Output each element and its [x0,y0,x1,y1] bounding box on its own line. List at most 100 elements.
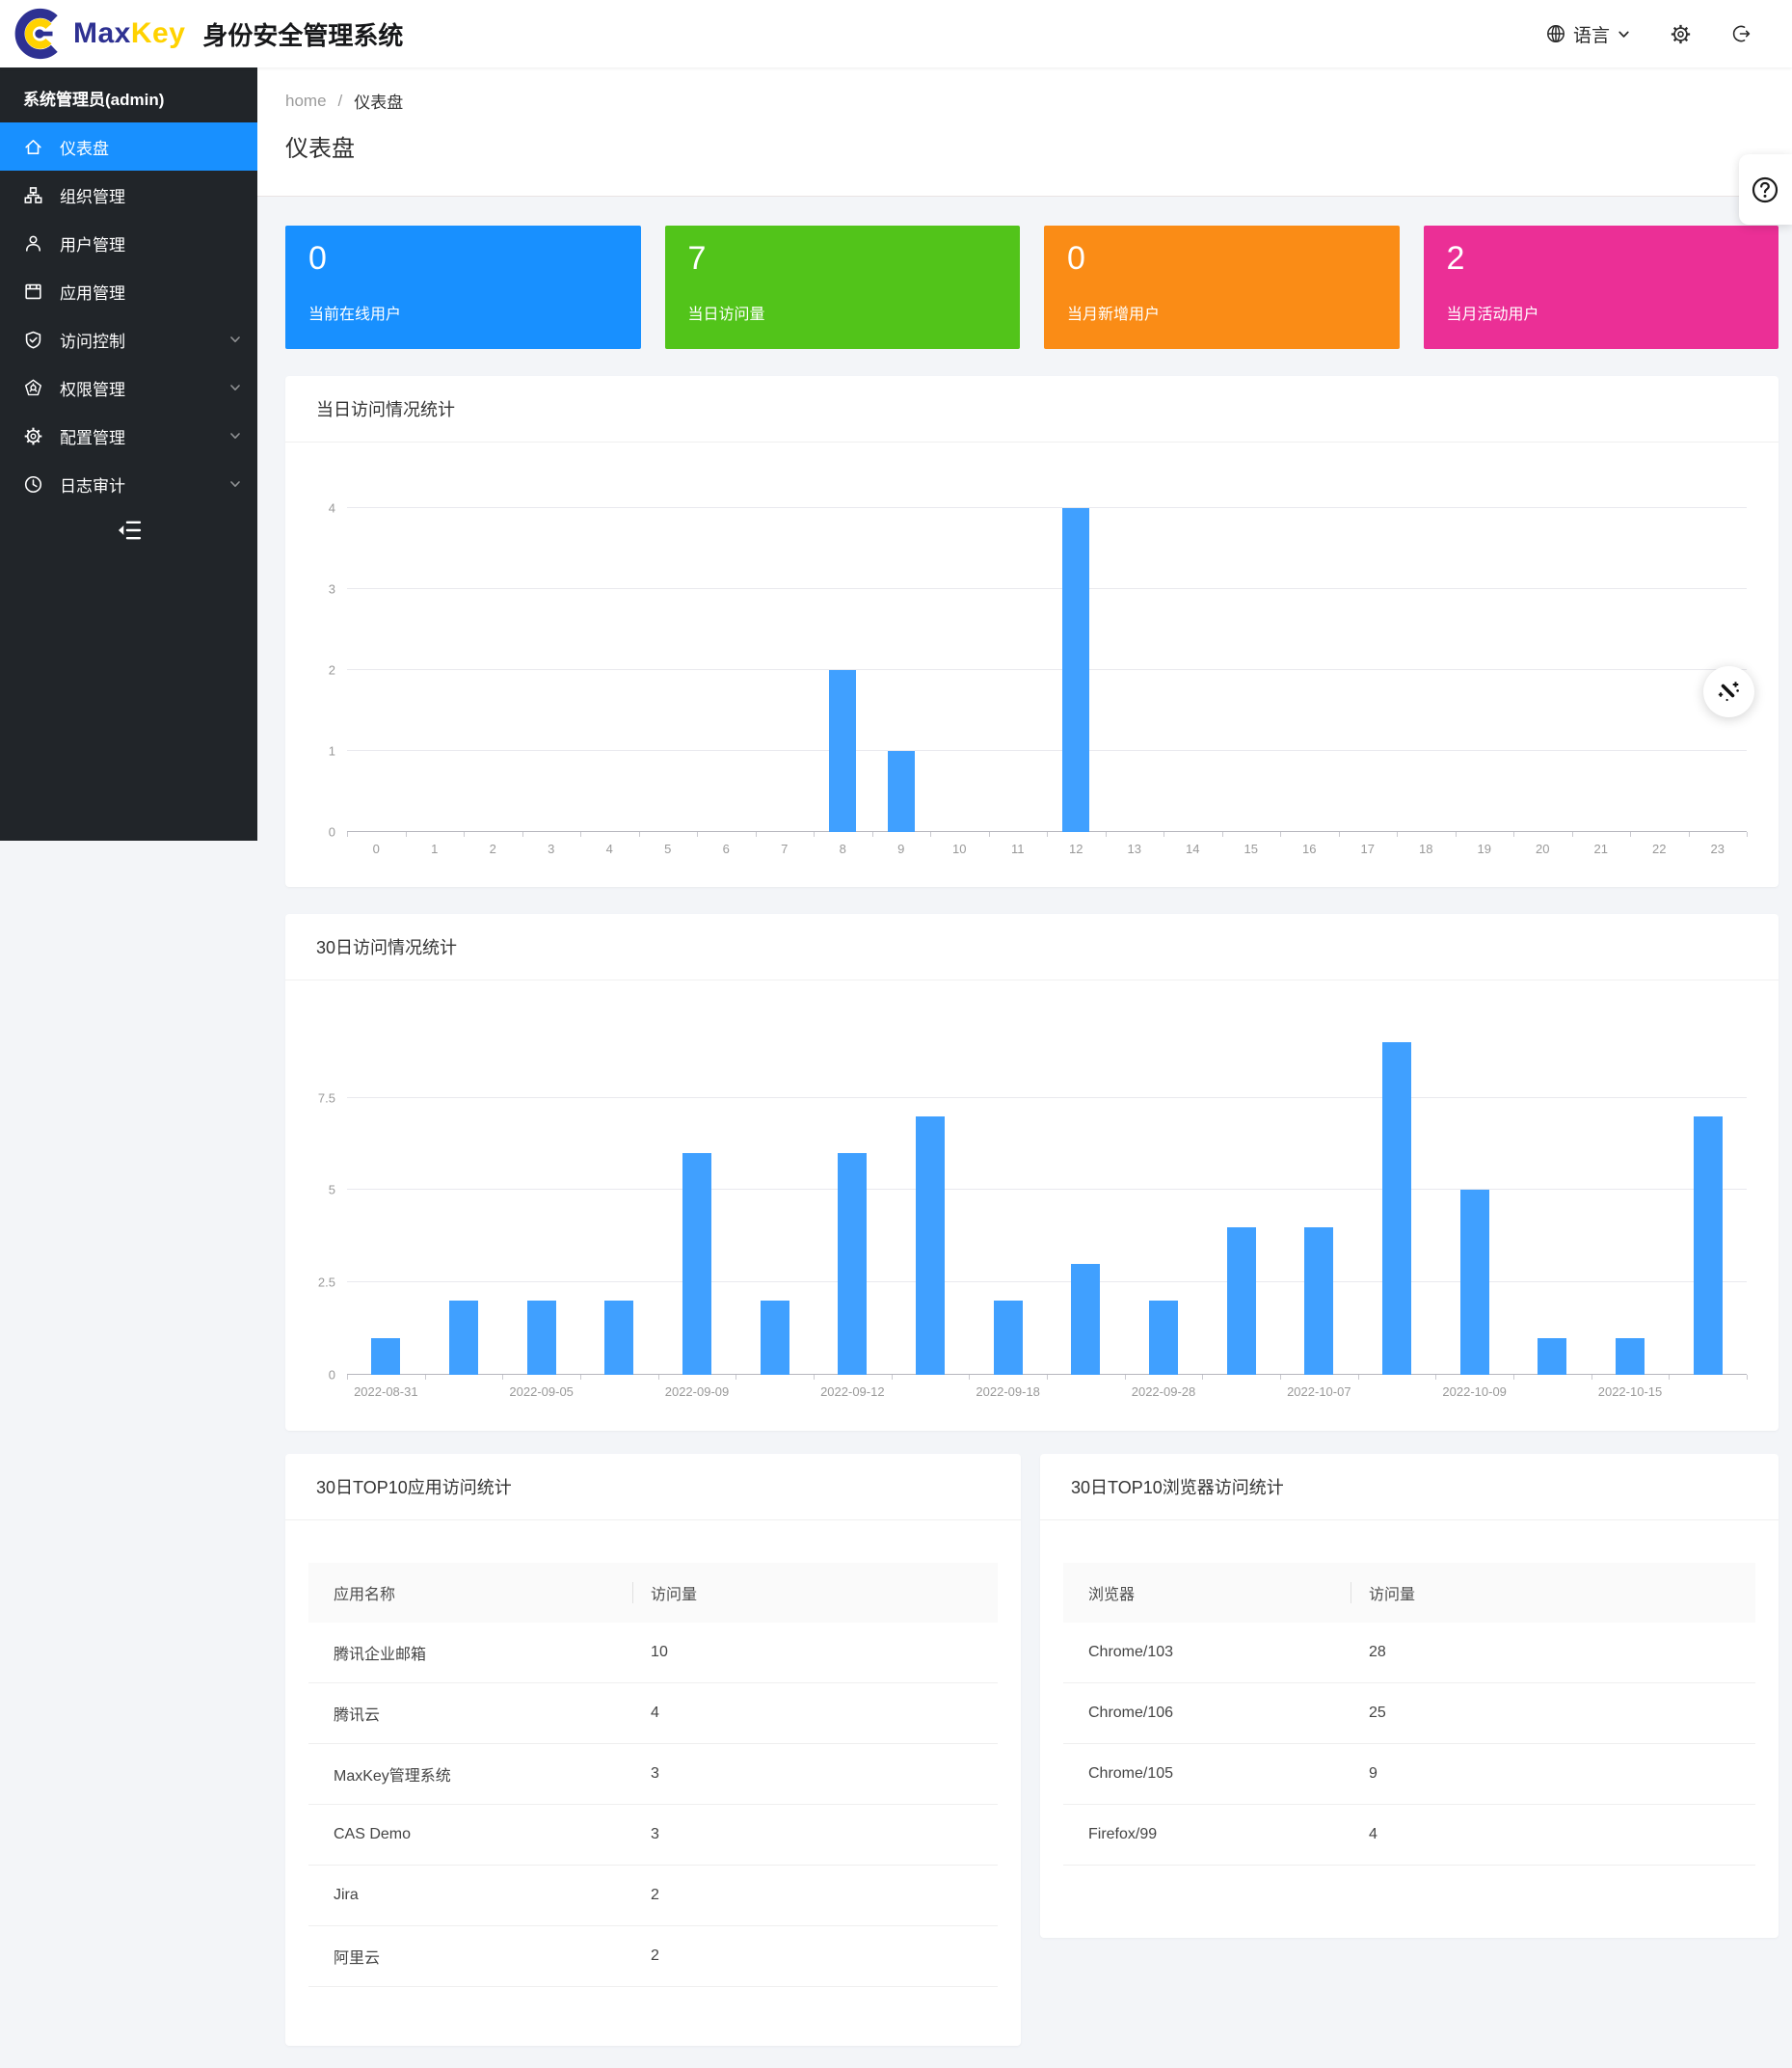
table-row: 腾讯云 4 [308,1683,998,1744]
gear-icon [23,426,43,446]
sidebar-item-apps[interactable]: 应用管理 [0,267,257,315]
sidebar-item-audit-log[interactable]: 日志审计 [0,460,257,508]
30day-visits-chart-panel: 30日访问情况统计 0 2.5 5 7.5 2022-08-31 2022-09-05 20… [285,914,1779,1431]
axis-tick [657,1375,659,1380]
x-axis-label: 2022-09-09 [664,1384,730,1399]
y-axis-label: 1 [328,743,335,759]
chart-slot: 10 [930,508,989,856]
menu-fold-icon[interactable] [115,516,144,545]
table-row: Firefox/99 4 [1063,1805,1755,1866]
x-axis-label: 2022-09-05 [509,1384,574,1399]
globe-icon [1545,23,1566,44]
bar-value-2 [604,1301,634,1375]
cell-value: 28 [1368,1644,1386,1660]
x-axis-label: 2022-09-28 [1131,1384,1196,1399]
cell-value: 25 [1368,1705,1386,1721]
logout-icon[interactable] [1730,23,1752,44]
axis-tick [697,832,698,837]
bar-value-4 [1062,508,1090,832]
gridline [347,507,1747,508]
chart-slot: 3 [522,508,581,856]
axis-tick [580,832,581,837]
axis-tick [1047,832,1048,837]
breadcrumb-home[interactable]: home [285,91,327,110]
chart-slot: 2022-10-15 [1591,1042,1670,1399]
settings-gear-icon[interactable] [1670,23,1692,45]
sidebar-item-permissions[interactable]: 权限管理 [0,363,257,412]
chart-slot: 2022-09-12 [814,1042,892,1399]
x-axis-label: 19 [1477,842,1491,856]
theme-switch-button[interactable] [1703,666,1754,717]
chart-slot: 2 [464,508,522,856]
chart-slot: 5 [639,508,698,856]
axis-tick [1047,1375,1048,1380]
cell-name: MaxKey管理系统 [334,1768,451,1785]
sidebar-item-label: 日志审计 [60,476,125,496]
column-header: 应用名称 [334,1587,396,1603]
stat-card-month-new-users: 0 当月新增用户 [1044,226,1400,349]
chart-slot [1358,1042,1436,1375]
chart-slot: 17 [1339,508,1398,856]
sidebar-item-organization[interactable]: 组织管理 [0,171,257,219]
help-button[interactable] [1739,154,1792,225]
x-axis-label: 15 [1244,842,1258,856]
top10-apps-table: 应用名称 访问量 腾讯企业邮箱 10 腾讯云 4 MaxKey管理系统 3 CAS Demo 3 J… [308,1563,998,1987]
x-axis-label: 5 [664,842,672,856]
stat-card-month-active-users: 2 当月活动用户 [1423,226,1779,349]
sidebar-item-users[interactable]: 用户管理 [0,219,257,267]
stat-value: 7 [687,240,707,277]
axis-tick [522,832,523,837]
sidebar-item-access-control[interactable]: 访问控制 [0,315,257,363]
language-switcher[interactable]: 语言 [1545,21,1631,47]
x-axis-label: 12 [1069,842,1083,856]
chart-slot: 19 [1456,508,1514,856]
chart-slot: 15 [1222,508,1281,856]
chevron-down-icon [228,477,242,491]
axis-tick [424,1375,426,1380]
sidebar-item-dashboard[interactable]: 仪表盘 [0,122,257,171]
breadcrumb-current: 仪表盘 [354,94,404,112]
axis-tick [638,832,640,837]
axis-tick [1513,832,1514,837]
bar-value-7 [1693,1115,1723,1375]
axis-tick [1280,1375,1281,1380]
axis-tick [1124,1375,1126,1380]
chart-slot: 14 [1163,508,1222,856]
question-circle-icon [1750,175,1780,205]
bar-value-1 [887,751,915,832]
chart-slot: 2022-09-09 [658,1042,736,1399]
chart-slot [1669,1042,1747,1375]
axis-tick [1435,1375,1437,1380]
y-axis-label: 2.5 [317,1275,335,1290]
axis-tick [1357,1375,1359,1380]
column-header: 访问量 [632,1581,998,1604]
axis-tick [814,1375,815,1380]
bar-value-2 [760,1301,789,1375]
x-axis-label: 23 [1710,842,1725,856]
cell-value: 2 [651,1887,659,1903]
sidebar-item-config[interactable]: 配置管理 [0,412,257,460]
top10-browsers-table: 浏览器 访问量 Chrome/103 28 Chrome/106 25 Chrome/105… [1063,1563,1755,1866]
chart-slot: 21 [1572,508,1631,856]
chart-slot: 2022-08-31 [347,1042,425,1399]
axis-tick [891,1375,893,1380]
shield-icon [23,330,43,350]
sidebar-item-label: 组织管理 [60,187,125,206]
stat-label: 当前在线用户 [308,307,402,323]
bar-value-2 [1148,1301,1178,1375]
x-axis-label: 2022-10-15 [1597,1384,1663,1399]
axis-tick [347,1375,348,1380]
x-axis-label: 22 [1652,842,1667,856]
table-row: Chrome/106 25 [1063,1683,1755,1744]
stat-label: 当月新增用户 [1067,307,1161,323]
axis-tick [1669,1375,1671,1380]
x-axis-label: 17 [1360,842,1375,856]
clock-icon [23,474,43,495]
gridline [347,1189,1747,1191]
bar-value-2 [448,1301,478,1375]
cell-name: Chrome/106 [1088,1705,1174,1721]
axis-tick [580,1375,581,1380]
stat-card-online-users: 0 当前在线用户 [285,226,641,349]
chart-slot [736,1042,814,1375]
